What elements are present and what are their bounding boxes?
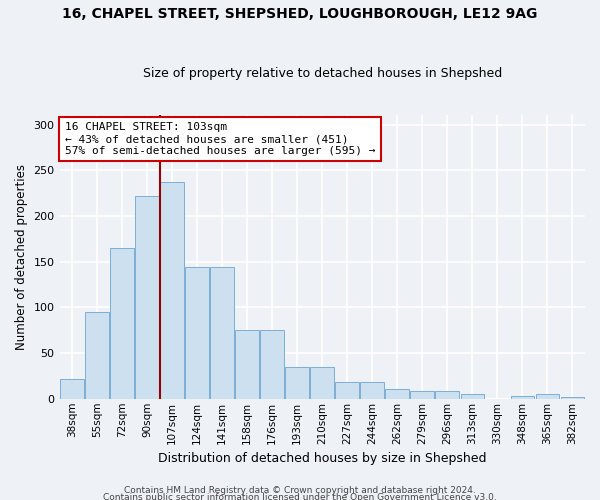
Bar [560, 397, 584, 399]
Text: 16, CHAPEL STREET, SHEPSHED, LOUGHBOROUGH, LE12 9AG: 16, CHAPEL STREET, SHEPSHED, LOUGHBOROUG… [62, 8, 538, 22]
Bar [235, 330, 259, 399]
Bar [436, 392, 459, 399]
Y-axis label: Number of detached properties: Number of detached properties [15, 164, 28, 350]
Title: Size of property relative to detached houses in Shepshed: Size of property relative to detached ho… [143, 66, 502, 80]
Bar [461, 394, 484, 399]
Bar [335, 382, 359, 399]
Bar [511, 396, 535, 399]
Bar [410, 392, 434, 399]
Bar [135, 196, 159, 399]
Bar [185, 267, 209, 399]
Bar [310, 367, 334, 399]
Text: Contains HM Land Registry data © Crown copyright and database right 2024.: Contains HM Land Registry data © Crown c… [124, 486, 476, 495]
Bar [60, 378, 84, 399]
Bar [260, 330, 284, 399]
Bar [385, 388, 409, 399]
Bar [361, 382, 384, 399]
Bar [286, 367, 309, 399]
Bar [536, 394, 559, 399]
Bar [160, 182, 184, 399]
Text: Contains public sector information licensed under the Open Government Licence v3: Contains public sector information licen… [103, 494, 497, 500]
X-axis label: Distribution of detached houses by size in Shepshed: Distribution of detached houses by size … [158, 452, 487, 465]
Bar [85, 312, 109, 399]
Bar [210, 267, 234, 399]
Text: 16 CHAPEL STREET: 103sqm
← 43% of detached houses are smaller (451)
57% of semi-: 16 CHAPEL STREET: 103sqm ← 43% of detach… [65, 122, 375, 156]
Bar [110, 248, 134, 399]
